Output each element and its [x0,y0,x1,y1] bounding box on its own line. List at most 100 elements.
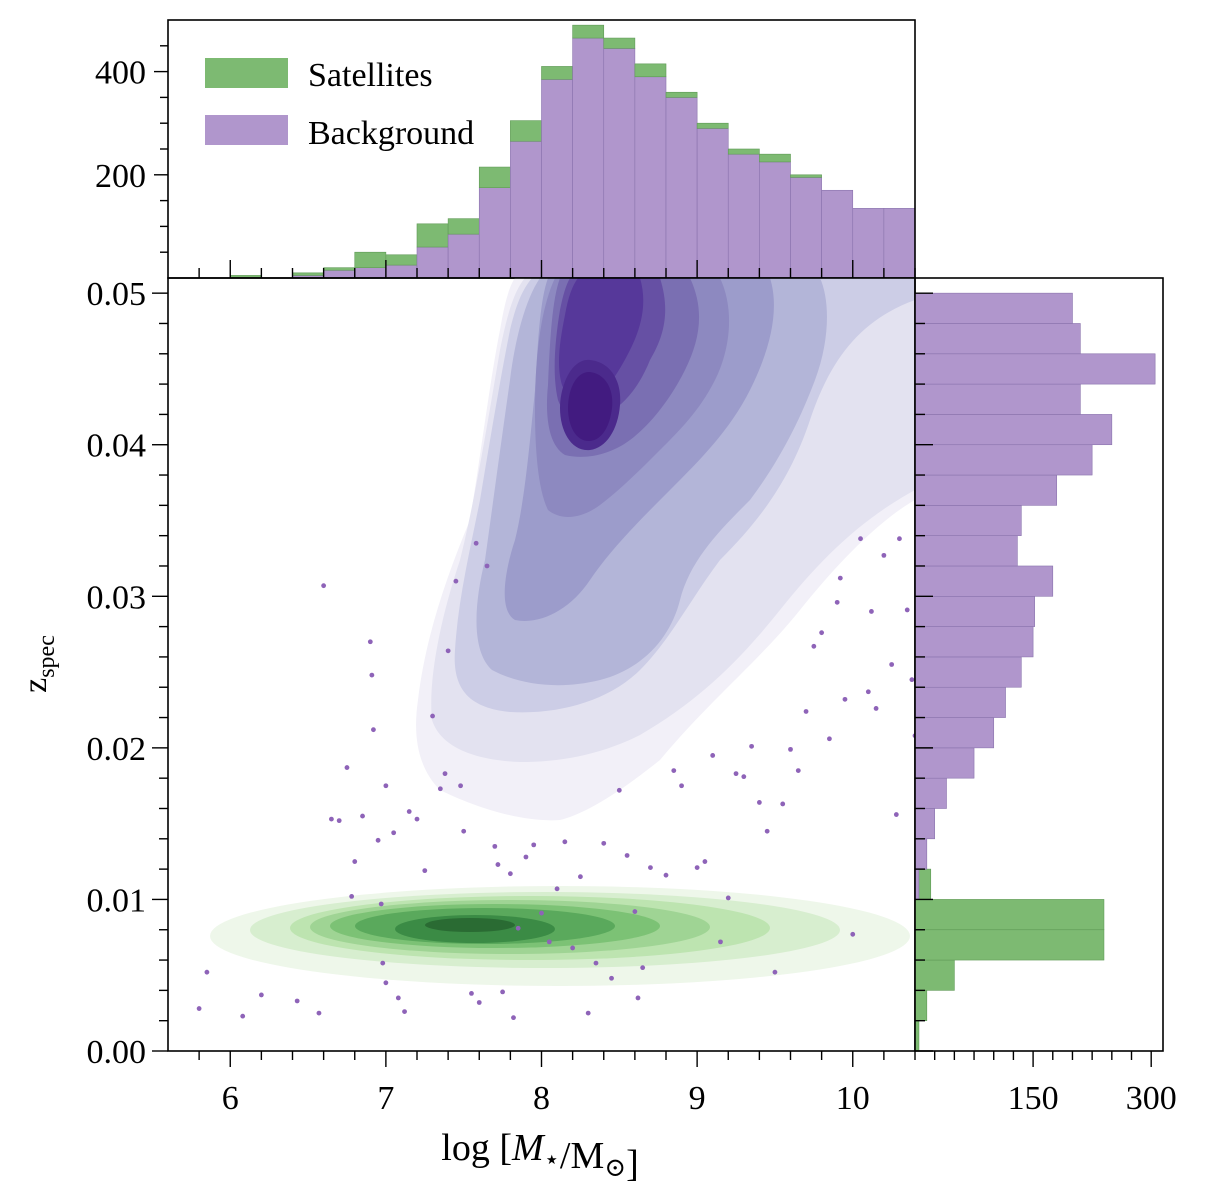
scatter-point [764,828,770,834]
scatter-point [733,771,739,777]
main-panel: 6 7 8 9 10 0.00 0.01 0.02 0.03 0.04 0.05 log [M⋆/… [17,276,916,1185]
scatter-point [850,931,856,937]
right-hist-bar-background [914,717,995,749]
scatter-point [780,801,786,807]
scatter-point [500,989,505,995]
scatter-point [889,662,895,667]
scatter-point [819,630,825,636]
scatter-point [461,828,467,834]
scatter-point [473,540,479,546]
scatter-point [258,992,264,998]
right-x-tick-label: 300 [1126,1080,1177,1117]
scatter-point [204,969,210,975]
scatter-point [414,816,420,822]
right-x-tick-label: 150 [1008,1080,1059,1117]
scatter-point [352,859,358,864]
scatter-point [562,839,568,845]
scatter-point [873,706,879,711]
scatter-point [546,939,552,945]
scatter-point [321,583,327,589]
right-hist-bar-background [914,686,1006,718]
scatter-point [395,995,401,1001]
x-tick-label: 8 [533,1080,550,1117]
main-plot-area [196,278,915,1021]
scatter-point [635,995,641,1001]
right-hist-bar-background [914,505,1022,536]
scatter-point [430,713,435,719]
scatter-point [710,753,716,758]
scatter-point [795,768,801,773]
right-hist-bar-background [914,838,928,870]
top-hist-bar-satellites [572,24,605,39]
right-hist-bar-background [914,383,1081,415]
right-histogram-frame [914,277,1164,1052]
top-hist-bar-satellites [385,254,418,266]
scatter-point [694,865,700,871]
scatter-point [624,853,630,858]
top-hist-bar-satellites [696,122,729,129]
right-hist-bar-satellites [914,899,1105,931]
top-hist-bar-background [696,128,729,279]
scatter-point [523,854,529,860]
scatter-point [671,768,677,773]
scatter-point [492,843,498,849]
scatter-point [378,901,384,907]
scatter-point [909,677,915,683]
top-hist-bar-satellites [634,63,667,78]
scatter-point [858,536,863,542]
right-hist-bar-background [914,595,1035,627]
scatter-point [749,743,754,749]
x-axis-tick-labels: 6 7 8 9 10 [222,1080,870,1117]
scatter-point [772,969,778,975]
scatter-point [437,786,443,792]
background-kde-peak [568,371,613,442]
top-hist-bar-satellites [478,166,511,188]
top-histogram-bars [229,24,916,279]
x-tick-label: 10 [836,1080,870,1117]
scatter-point [788,746,793,752]
scatter-point [601,840,607,846]
scatter-point [869,609,874,614]
y-tick-label: 0.05 [87,276,147,313]
right-hist-bar-background [914,656,1022,688]
x-tick-label: 6 [222,1080,239,1117]
right-hist-bar-satellites [914,990,928,1021]
scatter-point [383,783,389,789]
scatter-point [329,816,334,822]
right-hist-bar-background [914,474,1058,506]
top-hist-bar-satellites [603,37,636,49]
scatter-point [842,696,848,702]
satellites-kde-peak [425,918,515,932]
right-hist-bar-background [914,323,1081,355]
y-tick-label: 0.03 [87,579,147,616]
scatter-point [904,607,910,613]
scatter-point [865,689,871,695]
background-kde-contours [416,278,915,821]
right-histogram: 150 300 [914,277,1177,1117]
top-hist-bar-satellites [447,218,480,235]
right-hist-bar-background [914,626,1034,658]
scatter-point [469,991,474,996]
scatter-point [360,813,365,819]
top-hist-bar-satellites [759,153,791,163]
scatter-point [507,871,513,877]
top-hist-bar-background [821,189,854,279]
top-hist-bar-satellites [510,120,542,142]
y-tick-label: 0.02 [87,731,147,768]
top-y-tick-label: 400 [95,55,146,92]
top-hist-bar-satellites [354,251,387,268]
y-axis-tick-labels: 0.00 0.01 0.02 0.03 0.04 0.05 [87,276,147,1071]
y-tick-label: 0.01 [87,882,147,919]
scatter-point [344,765,350,770]
y-axis-label: zspec [17,635,60,693]
scatter-point [632,909,638,914]
scatter-point [336,818,342,824]
scatter-point [371,727,376,733]
scatter-point [458,783,463,789]
scatter-point [367,639,373,645]
right-histogram-bars [914,292,1156,1052]
scatter-point [445,648,451,654]
scatter-point [679,783,684,789]
top-hist-bar-satellites [727,148,760,155]
scatter-point [484,563,490,569]
